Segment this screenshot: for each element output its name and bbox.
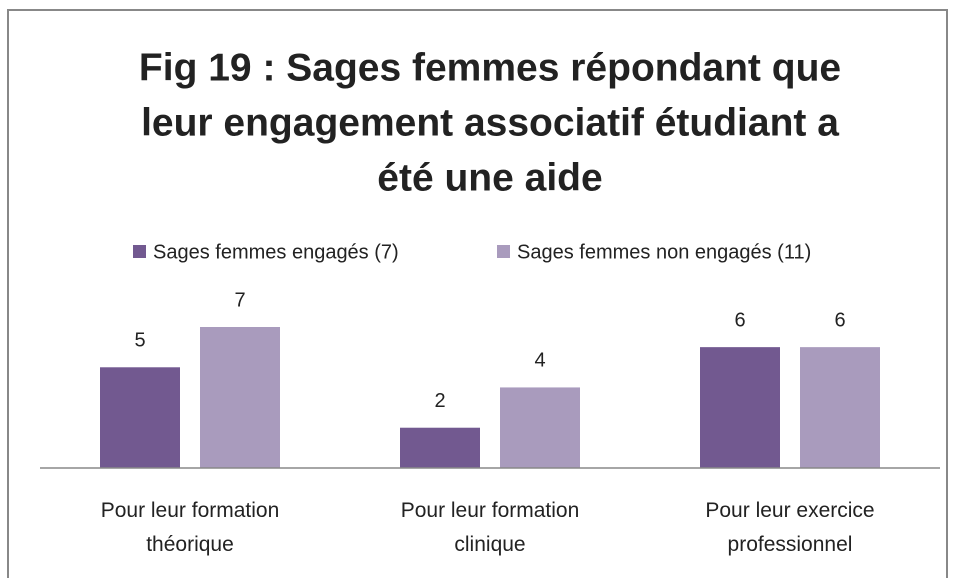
bar [200,327,280,468]
bar [100,367,180,468]
chart-title: été une aide [377,156,602,199]
legend-swatch [133,245,146,258]
legend-label: Sages femmes non engagés (11) [517,241,811,263]
x-tick-label: Pour leur formation clinique [400,499,580,556]
chart-title: leur engagement associatif étudiant a [141,101,839,144]
bar [800,347,880,468]
bar [700,347,780,468]
data-label: 7 [234,289,245,311]
data-label: 6 [734,309,745,331]
data-label: 2 [434,390,445,412]
bar [500,387,580,468]
x-tick-label: Pour leur formation théorique [100,499,280,556]
data-label: 5 [134,330,145,352]
chart-title: Fig 19 : Sages femmes répondant que [139,46,841,89]
data-label: 4 [534,350,545,372]
data-label: 6 [834,309,845,331]
chart-frame [7,9,948,578]
x-tick-label: Pour leur exercice professionnel [705,499,875,556]
bar [400,427,480,468]
legend-swatch [497,245,510,258]
legend-label: Sages femmes engagés (7) [153,241,399,263]
